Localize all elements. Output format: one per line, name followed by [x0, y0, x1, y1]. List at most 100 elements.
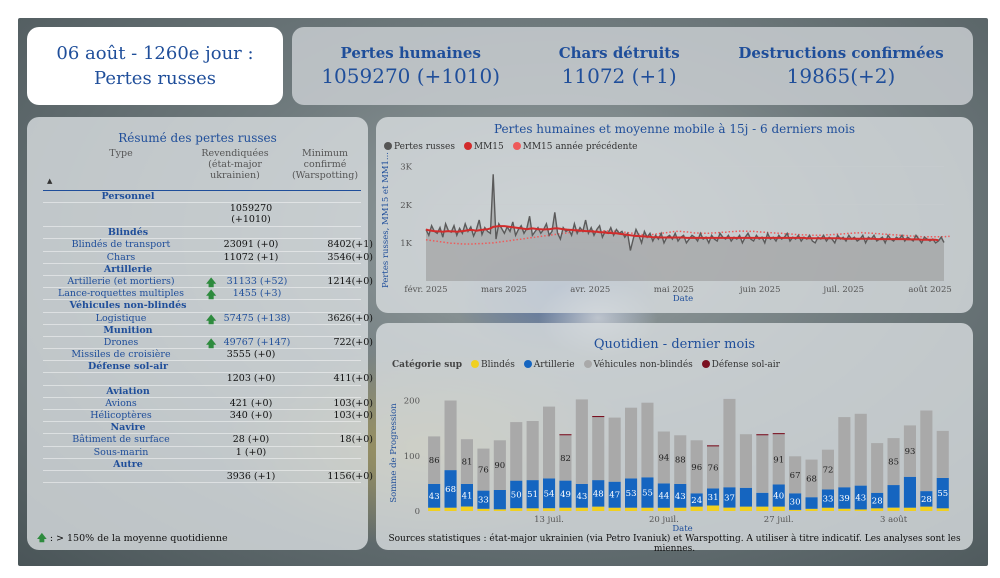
bar-segment-blindes[interactable] — [739, 506, 752, 511]
bar-segment-blindes[interactable] — [460, 506, 473, 511]
table-row[interactable]: Chars 11072 (+1) 3546(+0) — [43, 252, 373, 264]
bar-segment-blindes[interactable] — [477, 508, 490, 511]
bar-segment-blindes[interactable] — [641, 507, 654, 511]
bar-segment-blindes[interactable] — [493, 509, 506, 511]
bar-segment-vehicules[interactable] — [608, 417, 621, 482]
series-line-losses[interactable] — [425, 174, 945, 251]
bar-segment-artillerie[interactable] — [936, 477, 949, 509]
legend-mm15[interactable]: MM15 — [473, 142, 504, 152]
bar-segment-vehicules[interactable] — [510, 422, 523, 481]
bar-segment-vehicules[interactable] — [526, 421, 539, 481]
bar-segment-artillerie[interactable] — [444, 470, 457, 508]
legend-vehicules[interactable]: Véhicules non-blindés — [593, 360, 693, 370]
bar-segment-vehicules[interactable] — [920, 410, 933, 492]
table-row[interactable]: Logistique 🡅 57475 (+138) 3626(+0) — [43, 313, 373, 326]
bar-segment-vehicules[interactable] — [428, 436, 441, 484]
sort-up-icon[interactable]: ▲ — [47, 177, 53, 185]
table-category-row[interactable]: Blindés — [43, 227, 361, 240]
bar-segment-vehicules[interactable] — [707, 446, 720, 489]
table-row[interactable]: Blindés de transport 23091 (+0) 8402(+1) — [43, 239, 373, 252]
bar-segment-artillerie[interactable] — [789, 493, 802, 510]
bar-segment-blindes[interactable] — [854, 509, 867, 511]
bar-segment-artillerie[interactable] — [493, 490, 506, 510]
table-category-row[interactable]: Véhicules non-blindés — [43, 300, 361, 313]
bar-segment-vehicules[interactable] — [559, 435, 572, 481]
bar-segment-vehicules[interactable] — [789, 456, 802, 494]
bar-segment-vehicules[interactable] — [460, 439, 473, 484]
bar-segment-vehicules[interactable] — [641, 402, 654, 478]
bar-segment-artillerie[interactable] — [838, 487, 851, 509]
bar-segment-artillerie[interactable] — [543, 478, 556, 509]
bar-chart[interactable]: Somme de Progression 0 100 200 43 86 68 41 81 33 7… — [376, 323, 973, 550]
bar-segment-defense[interactable] — [592, 416, 605, 418]
bar-segment-artillerie[interactable] — [575, 483, 588, 508]
table-row[interactable]: 3936 (+1) 1156(+0) — [43, 471, 373, 484]
bar-segment-artillerie[interactable] — [723, 487, 736, 508]
bar-segment-vehicules[interactable] — [871, 443, 884, 493]
table-row[interactable]: Bâtiment de surface 28 (+0) 18(+0) — [43, 434, 373, 447]
bar-segment-vehicules[interactable] — [674, 435, 687, 484]
legend-losses[interactable]: Pertes russes — [394, 142, 455, 152]
bar-segment-defense[interactable] — [707, 445, 720, 447]
bar-segment-vehicules[interactable] — [805, 459, 818, 498]
table-category-row[interactable]: Autre — [43, 459, 361, 471]
table-category-row[interactable]: Navire — [43, 422, 361, 435]
bar-segment-blindes[interactable] — [575, 507, 588, 511]
bar-segment-vehicules[interactable] — [625, 407, 638, 479]
bar-segment-vehicules[interactable] — [477, 448, 490, 491]
table-row[interactable]: Sous-marin 1 (+0) — [43, 447, 361, 459]
bar-segment-blindes[interactable] — [526, 508, 539, 511]
legend-mm15-prev[interactable]: MM15 année précédente — [522, 142, 638, 152]
bar-segment-artillerie[interactable] — [903, 476, 916, 508]
bar-segment-artillerie[interactable] — [625, 478, 638, 508]
bar-segment-artillerie[interactable] — [641, 477, 654, 508]
bar-segment-vehicules[interactable] — [903, 425, 916, 477]
bar-segment-blindes[interactable] — [838, 508, 851, 511]
bar-segment-blindes[interactable] — [690, 506, 703, 511]
legend-artillerie[interactable]: Artillerie — [533, 360, 575, 370]
bar-segment-vehicules[interactable] — [543, 406, 556, 479]
bar-segment-blindes[interactable] — [444, 507, 457, 511]
bar-segment-artillerie[interactable] — [887, 485, 900, 508]
bar-segment-artillerie[interactable] — [592, 480, 605, 507]
legend-blindes[interactable]: Blindés — [480, 360, 515, 370]
bar-segment-blindes[interactable] — [625, 507, 638, 511]
bar-segment-artillerie[interactable] — [920, 491, 933, 507]
bar-segment-vehicules[interactable] — [854, 413, 867, 486]
legend-defense[interactable]: Défense sol-air — [711, 360, 780, 370]
bar-segment-blindes[interactable] — [871, 508, 884, 511]
bar-segment-artillerie[interactable] — [739, 487, 752, 507]
line-chart[interactable]: Pertes russes, MM15 et MM1... 1K 2K 3K févr.… — [376, 117, 973, 313]
table-category-row[interactable]: Défense sol-air — [43, 361, 361, 374]
bar-segment-vehicules[interactable] — [493, 440, 506, 490]
bar-segment-artillerie[interactable] — [805, 497, 818, 509]
bar-segment-blindes[interactable] — [608, 507, 621, 511]
bar-segment-artillerie[interactable] — [526, 480, 539, 509]
bar-segment-vehicules[interactable] — [657, 431, 670, 484]
col-header-claimed[interactable]: Revendiquées (état-major ukrainien) — [185, 148, 285, 181]
bar-segment-blindes[interactable] — [887, 507, 900, 511]
bar-segment-artillerie[interactable] — [460, 483, 473, 507]
bar-segment-blindes[interactable] — [592, 506, 605, 511]
table-row[interactable]: 1203 (+0) 411(+0) — [43, 373, 373, 386]
bar-segment-blindes[interactable] — [428, 507, 441, 511]
bar-segment-blindes[interactable] — [543, 508, 556, 511]
bar-segment-defense[interactable] — [559, 434, 572, 436]
bar-segment-vehicules[interactable] — [772, 434, 785, 485]
series-line-mm15[interactable] — [425, 225, 939, 242]
bar-segment-blindes[interactable] — [772, 506, 785, 511]
bar-segment-artillerie[interactable] — [707, 488, 720, 506]
bar-segment-blindes[interactable] — [789, 509, 802, 511]
table-category-row[interactable]: Munition — [43, 325, 361, 337]
bar-segment-blindes[interactable] — [821, 507, 834, 511]
bar-segment-vehicules[interactable] — [821, 449, 834, 490]
bar-segment-vehicules[interactable] — [592, 417, 605, 481]
table-category-row[interactable]: Aviation — [43, 386, 361, 398]
bar-segment-blindes[interactable] — [903, 507, 916, 511]
bar-segment-vehicules[interactable] — [444, 400, 457, 471]
bar-segment-blindes[interactable] — [707, 505, 720, 512]
bar-segment-blindes[interactable] — [559, 507, 572, 511]
table-row[interactable]: Lance-roquettes multiples 🡅 1455 (+3) — [43, 288, 361, 301]
bar-segment-artillerie[interactable] — [559, 480, 572, 508]
bar-segment-blindes[interactable] — [805, 508, 818, 511]
